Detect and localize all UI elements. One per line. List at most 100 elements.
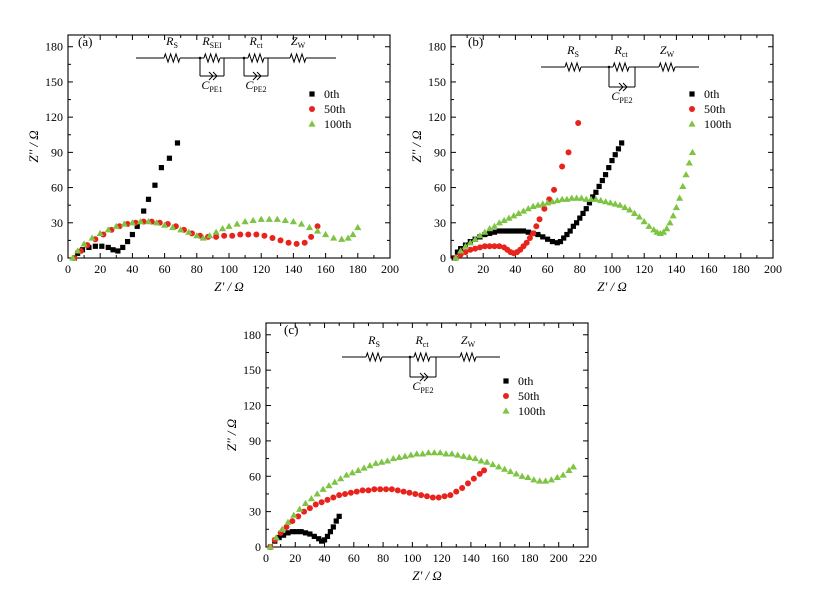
x-tick-label: 140 — [667, 262, 685, 276]
x-tick-label: 160 — [317, 262, 335, 276]
data-point — [99, 243, 105, 249]
data-point — [136, 218, 145, 225]
data-point — [454, 451, 462, 458]
chart-panel-a: 0 20 40 60 80 100 120 140 160 180 200 0 30 60 90 120 150… — [26, 34, 399, 294]
data-point — [495, 463, 503, 470]
data-point — [88, 234, 96, 241]
data-point — [582, 195, 590, 202]
data-point — [69, 254, 77, 261]
resistor-symbol — [163, 52, 181, 64]
data-point — [152, 219, 161, 226]
data-point — [371, 486, 378, 493]
x-tick-label: 200 — [550, 551, 568, 565]
legend-marker — [503, 393, 509, 399]
data-point — [401, 452, 409, 459]
data-point — [619, 140, 625, 146]
data-point — [442, 450, 450, 457]
data-point — [511, 228, 517, 234]
data-point — [489, 460, 497, 468]
cpe-symbol — [250, 71, 262, 81]
y-tick-label: 60 — [51, 181, 63, 195]
data-point — [496, 243, 503, 250]
data-point — [602, 172, 609, 178]
data-point — [158, 165, 164, 171]
series-100th — [266, 449, 577, 550]
data-point — [580, 210, 586, 216]
data-point — [213, 233, 220, 240]
panel-label: (a) — [78, 34, 92, 49]
data-point — [568, 194, 576, 201]
data-point — [472, 245, 479, 252]
x-tick-label: 140 — [462, 551, 480, 565]
circuit-label-rs: RS — [165, 34, 178, 50]
data-point — [306, 505, 313, 512]
chart-panel-c: 0 20 40 60 80 100 120 140 160 180 200 220 0 30 60 90 120… — [224, 322, 597, 583]
data-point — [481, 228, 489, 235]
data-point — [327, 529, 333, 535]
data-point — [536, 216, 543, 223]
data-point — [360, 464, 368, 471]
data-point — [294, 529, 300, 535]
data-point — [245, 231, 252, 238]
y-tick-label: 150 — [428, 75, 446, 89]
circuit-label-rs-symbol: R — [165, 34, 174, 48]
data-point — [569, 463, 577, 470]
data-point — [206, 232, 214, 239]
x-tick-label: 220 — [579, 551, 597, 565]
data-point — [257, 215, 265, 222]
data-point — [413, 450, 421, 457]
data-point — [688, 148, 697, 155]
data-point — [465, 453, 474, 460]
data-point — [377, 486, 384, 493]
circuit-label-zw-symbol: Z — [291, 34, 298, 48]
y-tick-label: 180 — [243, 328, 261, 342]
y-tick-label: 150 — [45, 75, 63, 89]
cpe-symbol — [417, 372, 429, 382]
data-point — [564, 231, 570, 238]
data-point — [316, 536, 322, 542]
data-point — [676, 194, 684, 201]
data-point — [394, 487, 401, 494]
series-50th — [452, 120, 582, 261]
data-point — [177, 226, 185, 233]
data-point — [330, 234, 338, 241]
x-axis-label: Z' / Ω — [412, 568, 442, 583]
y-tick-label: 30 — [434, 216, 446, 230]
series-100th — [69, 215, 362, 261]
data-point — [481, 467, 488, 474]
data-point — [606, 199, 614, 206]
data-point — [307, 531, 313, 537]
circuit-label-cpe2-symbol: C — [245, 78, 254, 92]
resistor-symbol — [658, 61, 676, 73]
data-point — [174, 140, 181, 146]
data-point — [266, 543, 274, 550]
x-tick-label: 200 — [381, 262, 399, 276]
data-point — [284, 518, 292, 525]
data-point — [635, 213, 643, 220]
data-point — [487, 230, 493, 236]
data-point — [545, 236, 551, 242]
data-point — [365, 487, 372, 494]
legend-label: 100th — [324, 117, 351, 131]
x-tick-label: 0 — [65, 262, 71, 276]
data-point — [518, 472, 526, 479]
data-point — [596, 183, 602, 190]
data-point — [525, 229, 531, 235]
data-point — [650, 226, 658, 233]
legend-label: 0th — [324, 87, 339, 101]
data-point — [567, 228, 573, 234]
x-tick-label: 180 — [349, 262, 367, 276]
data-point — [318, 499, 325, 506]
y-axis-label: Z'' / Ω — [409, 130, 424, 162]
resistor-symbol — [365, 351, 383, 363]
data-point — [666, 219, 674, 226]
data-point — [611, 200, 619, 207]
x-tick-label: 120 — [635, 262, 653, 276]
resistor-symbol — [247, 52, 265, 64]
x-tick-label: 80 — [574, 262, 586, 276]
chart-panel-b: 0 20 40 60 80 100 120 140 160 180 200 0 30 60 90 120 150… — [409, 34, 782, 294]
data-point — [559, 471, 567, 478]
